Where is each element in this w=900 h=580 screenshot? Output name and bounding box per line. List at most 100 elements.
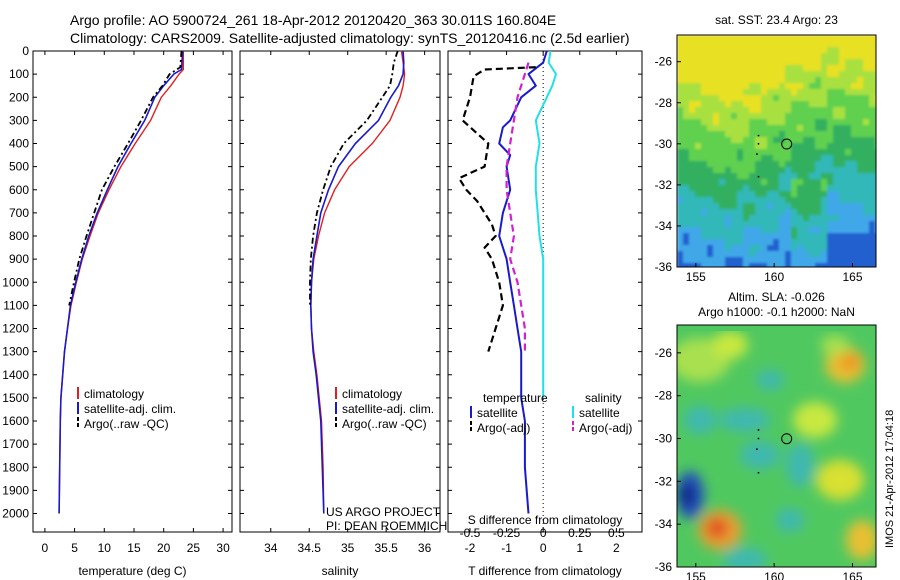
- sst-cell: [845, 257, 852, 264]
- sst-cell: [725, 215, 732, 222]
- sst-cell: [827, 101, 834, 108]
- sst-cell: [863, 47, 870, 54]
- sst-cell: [791, 53, 798, 60]
- sst-cell: [827, 227, 834, 234]
- sst-cell: [785, 95, 792, 102]
- sst-cell: [689, 197, 696, 204]
- sst-cell: [785, 227, 792, 234]
- sst-cell: [773, 101, 780, 108]
- sst-cell: [767, 221, 774, 228]
- sst-cell: [707, 215, 714, 222]
- sst-cell: [821, 233, 828, 240]
- sst-cell: [701, 197, 708, 204]
- sst-cell: [785, 77, 792, 84]
- sst-cell: [707, 179, 714, 186]
- sst-cell: [707, 107, 714, 114]
- sst-cell: [863, 245, 870, 252]
- x-tick-label-secondary: 0.5: [608, 526, 625, 540]
- sst-cell: [695, 41, 702, 48]
- sst-cell: [791, 161, 798, 168]
- sst-cell: [791, 41, 798, 48]
- sst-cell: [779, 35, 786, 42]
- sst-cell: [737, 203, 744, 210]
- sst-cell: [731, 113, 738, 120]
- sst-cell: [821, 251, 828, 258]
- sst-cell: [863, 125, 870, 132]
- sst-cell: [761, 191, 768, 198]
- sst-cell: [791, 101, 798, 108]
- sst-cell: [725, 197, 732, 204]
- sst-cell: [773, 215, 780, 222]
- sst-cell: [839, 203, 846, 210]
- sst-cell: [803, 59, 810, 66]
- sst-cell: [713, 125, 720, 132]
- sst-cell: [707, 245, 714, 252]
- sst-cell: [773, 65, 780, 72]
- sst-cell: [845, 119, 852, 126]
- sst-cell: [827, 215, 834, 222]
- sst-cell: [713, 107, 720, 114]
- y-tick-label: 800: [9, 229, 29, 243]
- y-tick-label: 500: [9, 160, 29, 174]
- sst-cell: [797, 119, 804, 126]
- sst-cell: [815, 185, 822, 192]
- sst-cell: [713, 143, 720, 150]
- sst-cell: [815, 167, 822, 174]
- sst-cell: [743, 203, 750, 210]
- sst-cell: [713, 215, 720, 222]
- sst-cell: [731, 71, 738, 78]
- sst-cell: [677, 125, 684, 132]
- sst-cell: [695, 239, 702, 246]
- sst-cell: [803, 83, 810, 90]
- sst-cell: [725, 173, 732, 180]
- sst-cell: [851, 89, 858, 96]
- sst-cell: [695, 227, 702, 234]
- sst-cell: [683, 83, 690, 90]
- sst-cell: [845, 161, 852, 168]
- sst-cell: [863, 53, 870, 60]
- sst-cell: [833, 119, 840, 126]
- sst-cell: [743, 59, 750, 66]
- sst-cell: [779, 119, 786, 126]
- sst-cell: [845, 191, 852, 198]
- track-dot: [756, 153, 758, 155]
- sst-cell: [719, 221, 726, 228]
- sla-map-title: Altim. SLA: -0.026: [728, 290, 825, 304]
- sst-cell: [785, 257, 792, 264]
- sst-cell: [713, 185, 720, 192]
- sst-cell: [707, 41, 714, 48]
- sst-cell: [689, 95, 696, 102]
- sst-cell: [755, 179, 762, 186]
- sst-cell: [863, 65, 870, 72]
- sst-cell: [701, 215, 708, 222]
- sst-cell: [683, 209, 690, 216]
- sst-cell: [707, 233, 714, 240]
- sst-cell: [785, 113, 792, 120]
- sst-cell: [731, 53, 738, 60]
- sst-cell: [809, 173, 816, 180]
- sst-cell: [719, 77, 726, 84]
- sst-cell: [755, 257, 762, 264]
- track-dot: [757, 142, 760, 145]
- sst-cell: [713, 239, 720, 246]
- sst-cell: [695, 83, 702, 90]
- sst-field: [677, 35, 876, 267]
- sst-cell: [851, 161, 858, 168]
- sst-cell: [851, 107, 858, 114]
- sst-cell: [803, 251, 810, 258]
- sst-cell: [809, 95, 816, 102]
- sst-cell: [839, 71, 846, 78]
- sst-cell: [683, 65, 690, 72]
- sst-cell: [767, 59, 774, 66]
- sst-cell: [791, 239, 798, 246]
- x-tick-label: 2: [613, 541, 620, 555]
- sla-blob: [821, 335, 849, 355]
- sst-cell: [749, 227, 756, 234]
- plot-frame: [239, 50, 441, 533]
- sst-cell: [773, 191, 780, 198]
- sst-cell: [803, 65, 810, 72]
- sst-cell: [803, 155, 810, 162]
- sst-cell: [737, 47, 744, 54]
- sst-cell: [743, 161, 750, 168]
